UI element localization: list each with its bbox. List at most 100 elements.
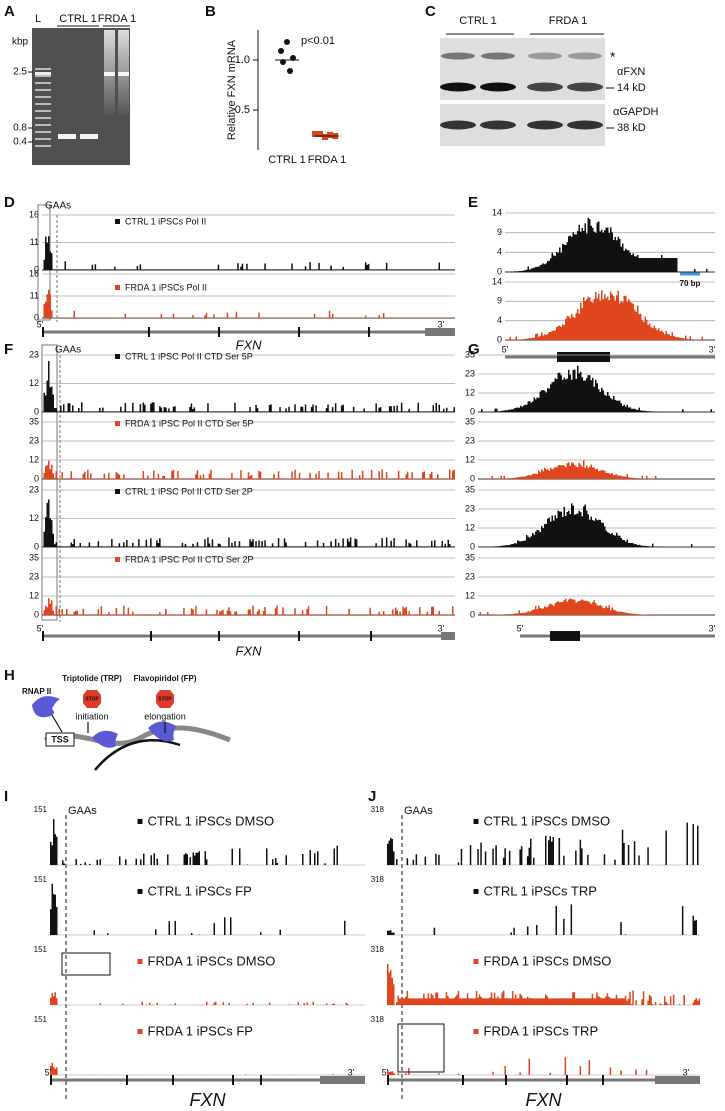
x-tick-label: CTRL 1	[268, 154, 306, 166]
label: GAAs	[68, 805, 97, 817]
scale-label: 151	[34, 945, 48, 954]
legend-swatch	[115, 489, 120, 494]
legend-swatch	[137, 819, 143, 824]
blot-band	[481, 52, 515, 60]
zoom-box	[61, 952, 111, 976]
track-label: CTRL 1 iPSC Pol II CTD Ser 5P	[125, 351, 253, 361]
point	[287, 68, 293, 74]
y-tick-label: 1.0	[235, 54, 250, 66]
label: 3'	[709, 623, 716, 633]
exon	[550, 631, 580, 641]
scale-label: 318	[371, 1015, 385, 1024]
scale-label: 0	[470, 609, 475, 619]
tss-box	[45, 732, 75, 747]
ladder-band	[35, 75, 51, 77]
label: CTRL 1	[459, 15, 497, 27]
scale-label: 23	[29, 435, 39, 445]
stop-sign	[156, 690, 174, 708]
gel-band	[104, 72, 115, 76]
zoom-box	[397, 1023, 445, 1073]
scale-label: 14	[492, 207, 502, 217]
annotation: p<0.01	[301, 35, 335, 47]
exon	[42, 631, 44, 641]
panel-letter: E	[468, 194, 478, 211]
track-label: FRDA 1 iPSCs DMSO	[484, 953, 612, 968]
scale-label: 35	[465, 349, 475, 359]
exon	[232, 1075, 234, 1085]
scale-label: 0	[34, 473, 39, 483]
scale-label: 12	[465, 522, 475, 532]
gaa-box	[41, 344, 58, 621]
scale-label: 4	[497, 315, 502, 325]
label: 5'	[517, 623, 524, 633]
panel-letter: G	[468, 341, 480, 358]
scale-label: 12	[465, 590, 475, 600]
scale-label: 318	[371, 805, 385, 814]
blob	[148, 721, 176, 742]
ladder-band	[35, 96, 51, 98]
scale-label: 0	[34, 609, 39, 619]
ladder-band	[35, 117, 51, 119]
scale-label: 12	[29, 378, 39, 388]
gel-band	[58, 134, 76, 139]
label: 14 kD	[617, 82, 646, 94]
label: αGAPDH	[613, 106, 659, 118]
scale-label: 23	[465, 571, 475, 581]
scale-label: 16	[29, 209, 39, 219]
signal-track	[42, 236, 455, 270]
label: 3'	[709, 344, 716, 354]
scale-label: 11	[30, 290, 39, 300]
label: initiation	[75, 711, 108, 721]
signal-track	[42, 499, 455, 547]
exon	[260, 1075, 262, 1085]
point	[322, 134, 328, 140]
y-tick-label: 0.5	[235, 104, 250, 116]
label: GAAs	[55, 345, 81, 356]
blot-band	[480, 120, 516, 130]
blot-band	[527, 82, 563, 92]
exon	[126, 1075, 128, 1085]
panel-letter: F	[4, 341, 13, 358]
ladder-band	[35, 72, 51, 75]
scale-label: 0	[497, 266, 502, 276]
label: FRDA 1	[549, 15, 588, 27]
signal-track	[505, 290, 715, 340]
scale-label: 11	[30, 237, 39, 247]
scale-label: 35	[465, 552, 475, 562]
ladder-band	[35, 131, 51, 133]
blot-band	[567, 82, 603, 92]
ladder-band	[35, 110, 51, 112]
panel-letter: J	[368, 788, 376, 805]
ladder-band	[35, 145, 51, 147]
label: αFXN	[617, 66, 645, 78]
legend-swatch	[473, 959, 479, 964]
legend-swatch	[115, 285, 120, 290]
label: CTRL 1	[59, 13, 97, 25]
signal-track	[387, 904, 700, 935]
exon	[387, 1075, 389, 1085]
signal-track	[42, 460, 455, 479]
scale-label: 16	[29, 268, 39, 278]
scale-label: 0	[34, 541, 39, 551]
signal-track	[42, 598, 455, 615]
exon	[370, 631, 372, 641]
exon	[602, 1075, 604, 1085]
exon-utr	[425, 328, 455, 336]
signal-track	[50, 1062, 365, 1075]
scale-label: 151	[34, 805, 48, 814]
scale-label: 35	[29, 416, 39, 426]
label: 70 bp	[680, 279, 701, 288]
blob	[92, 730, 118, 748]
legend-swatch	[115, 219, 120, 224]
exon	[462, 1075, 464, 1085]
panel-letter: D	[4, 194, 15, 211]
track-label: CTRL 1 iPSCs Pol II	[125, 216, 206, 226]
scale-label: 23	[29, 349, 39, 359]
scale-label: 12	[465, 454, 475, 464]
label: FRDA 1	[98, 13, 137, 25]
scale-label: 0	[470, 473, 475, 483]
scale-label: 23	[29, 571, 39, 581]
scale-label: 0	[34, 406, 39, 416]
signal-track	[478, 503, 715, 547]
